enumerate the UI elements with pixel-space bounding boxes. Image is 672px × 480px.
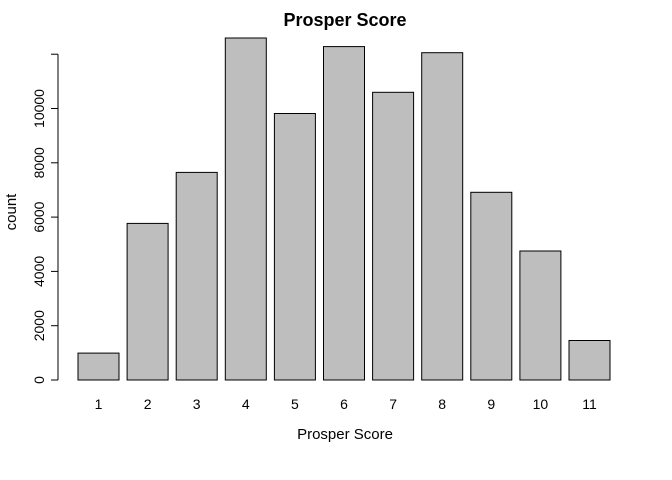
bar-8 xyxy=(421,52,464,381)
y-tick-label-6000: 6000 xyxy=(31,201,47,232)
bar-7 xyxy=(372,91,415,381)
x-tick-label-9: 9 xyxy=(487,396,495,412)
x-tick-label-3: 3 xyxy=(193,396,201,412)
x-axis-label: Prosper Score xyxy=(297,426,393,443)
x-tick-label-10: 10 xyxy=(533,396,549,412)
y-tick-label-8000: 8000 xyxy=(31,147,47,178)
x-tick-label-6: 6 xyxy=(340,396,348,412)
y-tick-label-2000: 2000 xyxy=(31,310,47,341)
y-axis: 0 2000 4000 6000 8000 10000 xyxy=(31,53,59,384)
bar-11 xyxy=(568,340,611,381)
bar-6 xyxy=(323,46,365,381)
y-tick-label-10000: 10000 xyxy=(31,89,47,128)
bar-1 xyxy=(77,352,120,381)
bar-5 xyxy=(273,113,316,381)
bar-10 xyxy=(519,250,562,381)
y-tick-label-0: 0 xyxy=(31,376,47,384)
bar-4 xyxy=(224,37,267,381)
bar-2 xyxy=(126,222,169,381)
bars-group xyxy=(77,37,611,381)
x-tick-label-8: 8 xyxy=(438,396,446,412)
x-tick-label-7: 7 xyxy=(389,396,397,412)
x-tick-labels: 1 2 3 4 5 6 7 8 9 10 11 xyxy=(95,396,597,412)
y-tick-label-4000: 4000 xyxy=(31,256,47,287)
y-axis-label: count xyxy=(3,193,20,231)
bar-9 xyxy=(470,191,513,381)
x-tick-label-2: 2 xyxy=(144,396,152,412)
x-tick-label-11: 11 xyxy=(582,396,597,412)
bar-3 xyxy=(175,171,218,381)
x-tick-label-1: 1 xyxy=(95,396,103,412)
x-tick-label-5: 5 xyxy=(291,396,299,412)
x-tick-label-4: 4 xyxy=(242,396,250,412)
chart-title: Prosper Score xyxy=(283,10,406,30)
